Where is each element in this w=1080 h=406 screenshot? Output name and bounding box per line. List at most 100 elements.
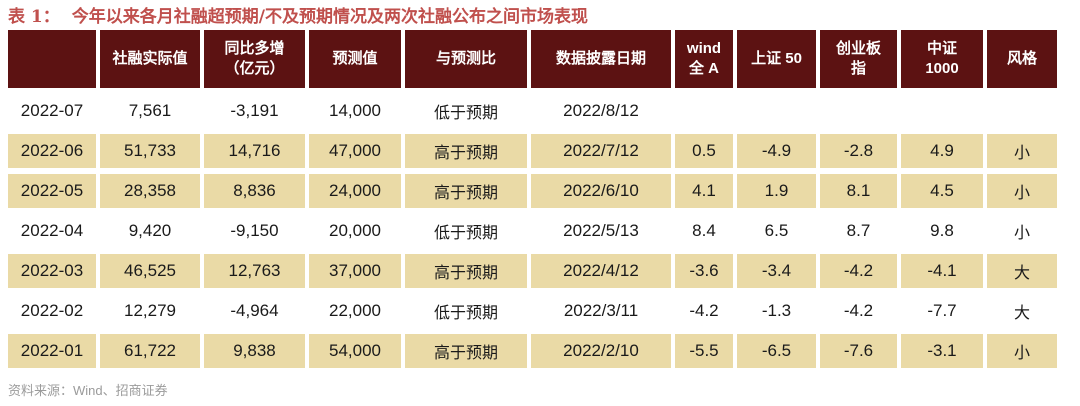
cell-disclosure-date: 2022/5/13	[531, 214, 671, 248]
column-header-disclosure-date: 数据披露日期	[531, 30, 671, 88]
cell-style: 小	[987, 334, 1057, 368]
cell-chinext-index: 8.1	[820, 174, 897, 208]
cell-actual-value: 7,561	[100, 94, 200, 128]
table-header: 社融实际值 同比多增 （亿元） 预测值 与预测比 数据披露日期 wind 全 A 上证 50 创业…	[8, 30, 1057, 88]
cell-vs-forecast: 高于预期	[405, 134, 527, 168]
cell-forecast-value: 14,000	[309, 94, 401, 128]
cell-month: 2022-07	[8, 94, 96, 128]
cell-csi-1000: 4.9	[901, 134, 983, 168]
cell-wind-all-a: -4.2	[675, 294, 733, 328]
cell-chinext-index: -4.2	[820, 254, 897, 288]
cell-yoy-increase: 14,716	[204, 134, 305, 168]
cell-style: 小	[987, 134, 1057, 168]
cell-chinext-index: -7.6	[820, 334, 897, 368]
table-title-text: 今年以来各月社融超预期/不及预期情况及两次社融公布之间市场表现	[71, 7, 588, 27]
cell-csi-1000: -3.1	[901, 334, 983, 368]
cell-chinext-index: -4.2	[820, 294, 897, 328]
column-header-yoy-increase: 同比多增 （亿元）	[204, 30, 305, 88]
cell-actual-value: 46,525	[100, 254, 200, 288]
cell-csi-1000: 4.5	[901, 174, 983, 208]
column-header-forecast-value: 预测值	[309, 30, 401, 88]
cell-yoy-increase: -9,150	[204, 214, 305, 248]
cell-chinext-index: -2.8	[820, 134, 897, 168]
cell-sse-50: -1.3	[737, 294, 816, 328]
cell-yoy-increase: 9,838	[204, 334, 305, 368]
cell-month: 2022-04	[8, 214, 96, 248]
table-body: 2022-07 7,561 -3,191 14,000 低于预期 2022/8/12 202…	[8, 94, 1057, 368]
column-header-csi-1000: 中证 1000	[901, 30, 983, 88]
cell-actual-value: 61,722	[100, 334, 200, 368]
cell-style: 大	[987, 294, 1057, 328]
cell-disclosure-date: 2022/3/11	[531, 294, 671, 328]
table-row: 2022-07 7,561 -3,191 14,000 低于预期 2022/8/12	[8, 94, 1057, 128]
cell-forecast-value: 54,000	[309, 334, 401, 368]
table-row: 2022-01 61,722 9,838 54,000 高于预期 2022/2/10 -5.…	[8, 334, 1057, 368]
cell-style: 大	[987, 254, 1057, 288]
column-header-chinext-index: 创业板指	[820, 30, 897, 88]
cell-disclosure-date: 2022/8/12	[531, 94, 671, 128]
cell-month: 2022-05	[8, 174, 96, 208]
cell-wind-all-a: 4.1	[675, 174, 733, 208]
cell-style: 小	[987, 214, 1057, 248]
table-row: 2022-03 46,525 12,763 37,000 高于预期 2022/4/12 -3…	[8, 254, 1057, 288]
cell-disclosure-date: 2022/7/12	[531, 134, 671, 168]
table-title: 表 1： 今年以来各月社融超预期/不及预期情况及两次社融公布之间市场表现	[8, 6, 1072, 28]
table-row: 2022-02 12,279 -4,964 22,000 低于预期 2022/3/11 -4…	[8, 294, 1057, 328]
cell-forecast-value: 22,000	[309, 294, 401, 328]
source-note: 资料来源：Wind、招商证券	[8, 383, 168, 398]
cell-csi-1000	[901, 94, 983, 128]
cell-actual-value: 12,279	[100, 294, 200, 328]
cell-yoy-increase: 12,763	[204, 254, 305, 288]
cell-sse-50: -3.4	[737, 254, 816, 288]
column-header-month	[8, 30, 96, 88]
table-row: 2022-04 9,420 -9,150 20,000 低于预期 2022/5/13 8.4…	[8, 214, 1057, 248]
cell-yoy-increase: 8,836	[204, 174, 305, 208]
table-number-label: 表 1：	[8, 7, 60, 27]
cell-chinext-index	[820, 94, 897, 128]
column-header-style: 风格	[987, 30, 1057, 88]
cell-csi-1000: -4.1	[901, 254, 983, 288]
cell-sse-50: 6.5	[737, 214, 816, 248]
cell-csi-1000: -7.7	[901, 294, 983, 328]
cell-forecast-value: 24,000	[309, 174, 401, 208]
cell-yoy-increase: -4,964	[204, 294, 305, 328]
cell-wind-all-a: 0.5	[675, 134, 733, 168]
column-header-vs-forecast: 与预测比	[405, 30, 527, 88]
cell-sse-50: -6.5	[737, 334, 816, 368]
cell-month: 2022-02	[8, 294, 96, 328]
cell-month: 2022-06	[8, 134, 96, 168]
cell-csi-1000: 9.8	[901, 214, 983, 248]
cell-vs-forecast: 低于预期	[405, 94, 527, 128]
cell-forecast-value: 47,000	[309, 134, 401, 168]
cell-disclosure-date: 2022/4/12	[531, 254, 671, 288]
cell-actual-value: 51,733	[100, 134, 200, 168]
cell-yoy-increase: -3,191	[204, 94, 305, 128]
column-header-wind-all-a: wind 全 A	[675, 30, 733, 88]
cell-month: 2022-03	[8, 254, 96, 288]
cell-disclosure-date: 2022/6/10	[531, 174, 671, 208]
cell-style: 小	[987, 174, 1057, 208]
cell-vs-forecast: 低于预期	[405, 214, 527, 248]
cell-vs-forecast: 高于预期	[405, 174, 527, 208]
cell-sse-50	[737, 94, 816, 128]
table-row: 2022-06 51,733 14,716 47,000 高于预期 2022/7/12 0.…	[8, 134, 1057, 168]
table-header-row: 社融实际值 同比多增 （亿元） 预测值 与预测比 数据披露日期 wind 全 A 上证 50 创业…	[8, 30, 1057, 88]
cell-disclosure-date: 2022/2/10	[531, 334, 671, 368]
cell-vs-forecast: 低于预期	[405, 294, 527, 328]
table-row: 2022-05 28,358 8,836 24,000 高于预期 2022/6/10 4.1…	[8, 174, 1057, 208]
cell-actual-value: 9,420	[100, 214, 200, 248]
cell-wind-all-a: -3.6	[675, 254, 733, 288]
cell-wind-all-a: -5.5	[675, 334, 733, 368]
column-header-sse-50: 上证 50	[737, 30, 816, 88]
cell-chinext-index: 8.7	[820, 214, 897, 248]
cell-forecast-value: 20,000	[309, 214, 401, 248]
cell-vs-forecast: 高于预期	[405, 254, 527, 288]
financing-expectations-table: 社融实际值 同比多增 （亿元） 预测值 与预测比 数据披露日期 wind 全 A 上证 50 创业…	[4, 24, 1061, 374]
cell-wind-all-a	[675, 94, 733, 128]
cell-month: 2022-01	[8, 334, 96, 368]
cell-actual-value: 28,358	[100, 174, 200, 208]
cell-forecast-value: 37,000	[309, 254, 401, 288]
cell-wind-all-a: 8.4	[675, 214, 733, 248]
cell-sse-50: -4.9	[737, 134, 816, 168]
